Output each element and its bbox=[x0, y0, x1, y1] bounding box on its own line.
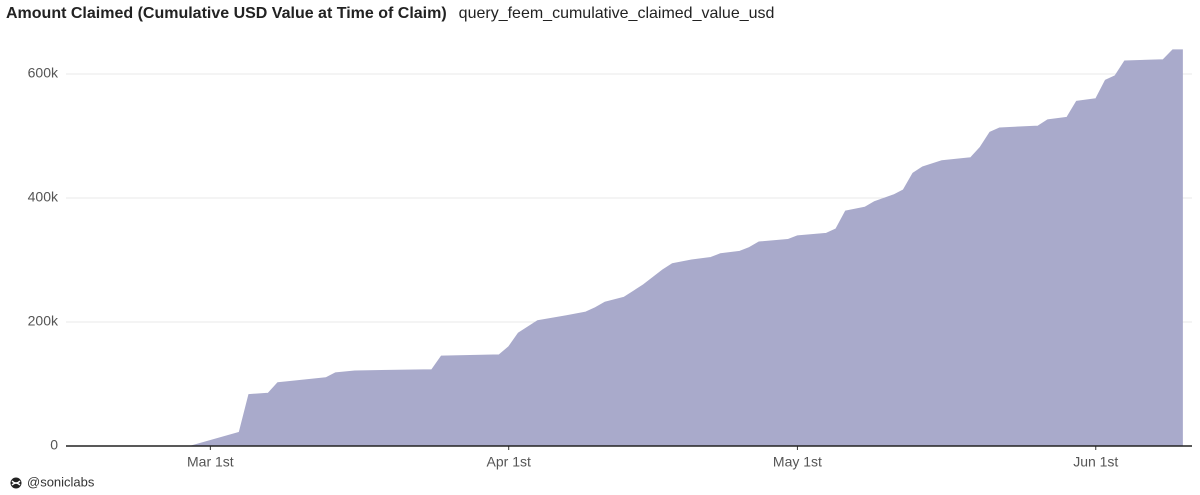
chart-title: Amount Claimed (Cumulative USD Value at … bbox=[6, 5, 447, 22]
x-tick-label: May 1st bbox=[773, 454, 822, 470]
area bbox=[66, 49, 1183, 447]
x-tick-label: Mar 1st bbox=[187, 454, 234, 470]
y-tick-label: 200k bbox=[28, 313, 59, 329]
y-tick-label: 400k bbox=[28, 189, 59, 205]
footer-text: @soniclabs bbox=[27, 474, 95, 489]
footer-icon bbox=[10, 477, 22, 489]
y-tick-label: 600k bbox=[28, 65, 59, 81]
chart-subtitle: query_feem_cumulative_claimed_value_usd bbox=[459, 5, 775, 22]
x-tick-label: Jun 1st bbox=[1073, 454, 1118, 470]
y-tick-label: 0 bbox=[50, 437, 58, 453]
x-tick-label: Apr 1st bbox=[487, 454, 531, 470]
